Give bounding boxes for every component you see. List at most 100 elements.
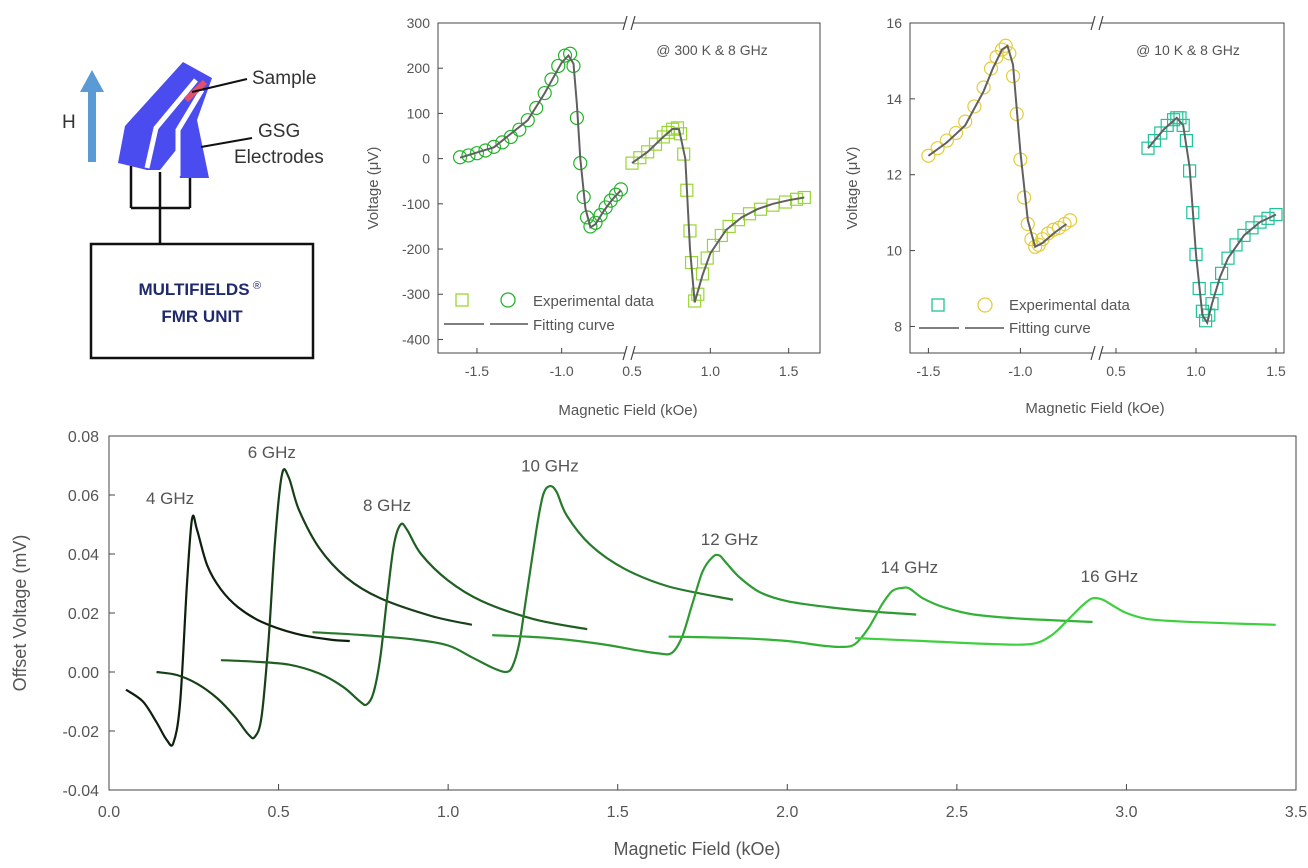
y-axis-label: Voltage (μV) xyxy=(365,147,382,230)
electrode-label-1: GSG xyxy=(258,121,300,142)
legend-entry-fitting: Fitting curve xyxy=(533,317,615,334)
data-point-square xyxy=(1229,238,1243,252)
x-tick-label: 0.5 xyxy=(267,804,289,821)
y-tick-label: -0.04 xyxy=(63,783,100,800)
axis-break-gap xyxy=(625,16,633,30)
fit-curve-left xyxy=(459,53,622,229)
series-line-10-ghz xyxy=(312,484,734,674)
chart-frequency-series: 0.0 0.5 1.0 1.5 2.0 2.5 3.0 3.5 0.08 0.06 0.04 0.02… xyxy=(10,429,1307,859)
data-point-square xyxy=(797,190,811,205)
y-axis-label: Voltage (μV) xyxy=(844,147,861,230)
data-point-square xyxy=(695,267,710,281)
chart-10k: 16 14 12 10 8 -1.5 -1.0 0.5 1.0 1.5 @ 10 K & 8 GH… xyxy=(844,15,1286,417)
axis-break-gap xyxy=(1093,346,1101,360)
data-point-circle xyxy=(520,113,535,128)
data-point-circle xyxy=(503,129,518,145)
fmr-unit-box xyxy=(89,242,315,360)
axis-break-gap xyxy=(625,346,633,360)
data-point-square xyxy=(656,130,670,144)
data-point-square xyxy=(722,219,736,234)
y-tick-label: 200 xyxy=(407,60,431,76)
data-point-square xyxy=(648,137,663,151)
unit-registered-mark: ® xyxy=(253,280,261,292)
series-line-8-ghz xyxy=(220,522,588,707)
x-tick-label: 1.5 xyxy=(607,804,629,821)
data-point-circle xyxy=(948,125,964,141)
legend-square-marker xyxy=(455,293,469,307)
data-point-circle xyxy=(608,187,623,202)
x-tick-label: 1.5 xyxy=(1266,363,1286,379)
y-axis-label: Offset Voltage (mV) xyxy=(10,535,30,692)
x-tick-label: 2.5 xyxy=(946,804,968,821)
fit-curve-right xyxy=(631,127,805,303)
data-point-square xyxy=(706,238,721,253)
data-point-square xyxy=(1205,297,1219,311)
data-point-square xyxy=(1269,207,1283,222)
data-point-circle xyxy=(958,114,973,129)
x-tick-label: 3.0 xyxy=(1115,804,1137,821)
electrode-label-2: Electrodes xyxy=(234,147,324,168)
field-label: H xyxy=(62,112,76,133)
data-point-square xyxy=(641,145,655,159)
series-line-14-ghz xyxy=(668,586,1093,649)
plot-frame xyxy=(108,435,1297,791)
x-tick-label: 1.5 xyxy=(779,363,799,379)
unit-name: MULTIFIELDS xyxy=(138,280,249,299)
data-point-circle xyxy=(551,58,566,74)
data-point-circle xyxy=(921,148,936,163)
data-point-circle xyxy=(976,80,991,95)
legend-entry-fitting: Fitting curve xyxy=(1009,320,1091,337)
x-tick-label: 1.0 xyxy=(437,804,459,821)
legend-circle-marker xyxy=(977,297,993,313)
wiring xyxy=(129,166,192,244)
data-point-circle xyxy=(613,182,629,197)
y-tick-label: -400 xyxy=(402,331,430,347)
condition-annotation: @ 300 K & 8 GHz xyxy=(656,42,767,58)
data-point-circle xyxy=(537,85,552,101)
y-tick-label: -300 xyxy=(402,286,430,302)
chart-300k: 300 200 100 0 -100 -200 -300 -400 -1.5 -1.0 0.5 1.0… xyxy=(365,15,821,419)
y-tick-label: 100 xyxy=(407,105,431,121)
data-point-square xyxy=(1261,211,1275,225)
y-tick-label: 16 xyxy=(886,15,902,31)
y-tick-label: 300 xyxy=(407,15,431,31)
data-point-circle xyxy=(930,141,945,156)
x-tick-label: 1.0 xyxy=(701,363,721,379)
x-tick-label: -1.5 xyxy=(916,363,940,379)
x-tick-label: 0.5 xyxy=(622,363,642,379)
y-tick-label: 12 xyxy=(886,167,902,183)
series-label: 10 GHz xyxy=(521,456,579,475)
series-label: 6 GHz xyxy=(248,443,296,462)
series-label: 16 GHz xyxy=(1081,567,1139,586)
axis-break-mark xyxy=(630,345,636,361)
series-line-4-ghz xyxy=(125,514,350,747)
data-point-square xyxy=(1237,228,1251,243)
data-point-circle xyxy=(593,208,608,223)
data-point-circle xyxy=(529,100,544,116)
data-point-circle xyxy=(583,219,598,234)
data-point-circle xyxy=(478,143,493,158)
data-point-circle xyxy=(989,50,1004,65)
axis-break-mark xyxy=(622,345,628,361)
y-tick-label: 10 xyxy=(886,243,902,259)
y-tick-label: -100 xyxy=(402,196,430,212)
data-point-circle xyxy=(544,72,559,87)
device-schematic: H Sample GSG Electrodes MULTIFIELDS ® FM… xyxy=(62,62,324,360)
data-point-square xyxy=(1221,251,1235,265)
axis-break-mark xyxy=(1090,15,1096,31)
axis-break-mark xyxy=(622,15,628,31)
y-tick-label: 0.00 xyxy=(68,665,99,682)
axis-break-mark xyxy=(630,15,636,31)
series-line-12-ghz xyxy=(492,553,917,656)
x-axis-label: Magnetic Field (kOe) xyxy=(1025,400,1164,417)
data-point-circle xyxy=(1002,46,1017,61)
electrode-gap-left xyxy=(144,78,198,169)
legend: Experimental data Fitting curve xyxy=(444,292,655,334)
y-tick-label: 0.06 xyxy=(68,488,99,505)
series-label: 4 GHz xyxy=(146,489,194,508)
series-line-16-ghz xyxy=(855,596,1276,646)
data-point-square xyxy=(742,207,757,221)
y-tick-label: -0.02 xyxy=(63,724,100,741)
unit-subtitle: FMR UNIT xyxy=(161,307,243,326)
